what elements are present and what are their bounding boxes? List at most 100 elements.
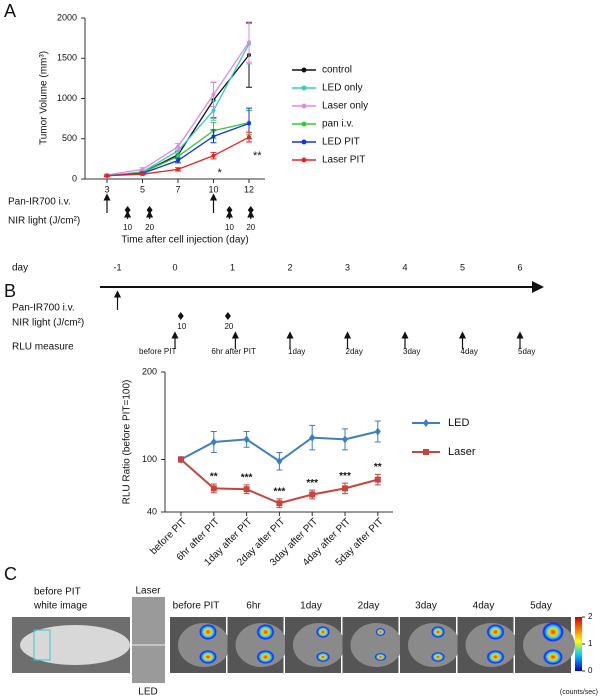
marker <box>247 135 251 140</box>
marker <box>276 457 283 466</box>
image-label: before PIT <box>34 587 81 598</box>
day-label: 4 <box>402 262 407 272</box>
image-label: LED <box>138 687 157 698</box>
time-label: before PIT <box>173 601 220 612</box>
marker <box>243 435 250 444</box>
significance: *** <box>274 487 286 498</box>
marker <box>211 92 216 97</box>
x-tick-label: 3 <box>104 184 109 194</box>
marker <box>309 433 316 442</box>
day-label: 2 <box>287 262 292 272</box>
x-tick-label: 10 <box>208 184 218 194</box>
zoom-image <box>132 597 165 683</box>
dose-label: 10 <box>177 322 186 331</box>
roi-box <box>33 629 51 661</box>
marker <box>176 167 180 172</box>
y-tick-label: 1500 <box>57 53 77 63</box>
y-axis-label: RLU Ratio (before PIT=100) <box>122 380 133 505</box>
image-label: Laser <box>135 586 161 597</box>
significance: *** <box>306 478 318 489</box>
y-tick-label: 100 <box>142 454 157 464</box>
schedule-label: Pan-IR700 i.v. <box>8 197 71 208</box>
mouse <box>350 623 403 667</box>
x-tick-label: 12 <box>244 184 254 194</box>
x-tick-label: 5 <box>140 184 145 194</box>
marker <box>342 435 348 444</box>
rlu-label: before PIT <box>139 347 176 356</box>
significance: ** <box>210 472 218 483</box>
dose-label: 20 <box>224 322 233 331</box>
marker <box>105 173 109 178</box>
signal <box>431 626 445 638</box>
marker <box>211 153 216 158</box>
panel-label: C <box>4 564 17 584</box>
legend-marker <box>423 449 429 455</box>
marker <box>140 167 145 172</box>
signal <box>431 652 445 662</box>
rlu-label: 2day <box>346 347 363 356</box>
legend-marker <box>301 85 307 91</box>
rlu-label: 4day <box>461 347 478 356</box>
colorbar <box>575 617 582 671</box>
time-label: 2day <box>358 601 380 612</box>
y-tick-label: 2000 <box>57 12 77 22</box>
panel-label: B <box>4 281 16 301</box>
timeline-label: day <box>12 263 28 274</box>
timeline-label: RLU measure <box>12 342 74 353</box>
dose-label: 20 <box>145 223 154 232</box>
mouse <box>408 623 460 667</box>
rlu-label: 6hr after PIT <box>211 347 256 356</box>
colorbar-label: 2 <box>588 612 593 621</box>
diamond <box>124 206 131 214</box>
timeline-label: NIR light (J/cm²) <box>12 318 84 329</box>
day-label: 3 <box>345 262 350 272</box>
rlu-label: 3day <box>403 347 420 356</box>
y-tick-label: 0 <box>72 173 77 183</box>
legend-label: LED only <box>322 83 363 94</box>
significance: ** <box>374 462 382 473</box>
mouse <box>465 623 518 667</box>
dose-label: 10 <box>225 223 234 232</box>
marker <box>210 485 217 492</box>
legend-marker <box>301 121 307 127</box>
marker <box>176 144 180 149</box>
timeline-label: Pan-IR700 i.v. <box>12 303 75 314</box>
colorbar-label: 1 <box>588 639 593 648</box>
time-label: 3day <box>415 601 437 612</box>
signal <box>543 649 563 665</box>
marker <box>342 485 348 492</box>
rlu-label: 1day <box>288 347 305 356</box>
x-axis-label: Time after cell injection (day) <box>121 235 248 246</box>
signal <box>486 624 505 640</box>
legend-marker <box>423 419 429 427</box>
x-tick-label: 7 <box>175 184 180 194</box>
time-label: 6hr <box>246 601 261 612</box>
marker <box>176 158 180 163</box>
marker <box>247 40 251 45</box>
legend-marker <box>301 67 307 73</box>
legend-label: Laser PIT <box>322 155 365 166</box>
significance: * <box>218 167 223 179</box>
signal <box>316 626 330 638</box>
day-label: 5 <box>460 262 465 272</box>
mouse <box>235 623 288 667</box>
legend-label: control <box>322 65 352 76</box>
significance: ** <box>253 150 262 162</box>
marker <box>243 486 250 493</box>
day-label: 1 <box>230 262 235 272</box>
mouse <box>178 623 230 667</box>
signal <box>199 624 217 640</box>
legend-label: LED <box>448 417 469 429</box>
marker <box>374 476 381 483</box>
dose-label: 20 <box>246 223 255 232</box>
y-axis-label: Tumor Volume (mm³) <box>39 51 50 145</box>
y-tick-label: 40 <box>147 506 157 516</box>
marker <box>247 121 251 126</box>
marker <box>140 172 145 177</box>
legend-label: Laser only <box>322 101 368 112</box>
signal <box>199 650 217 664</box>
marker <box>211 108 216 113</box>
marker <box>178 456 184 463</box>
significance: *** <box>339 471 351 482</box>
